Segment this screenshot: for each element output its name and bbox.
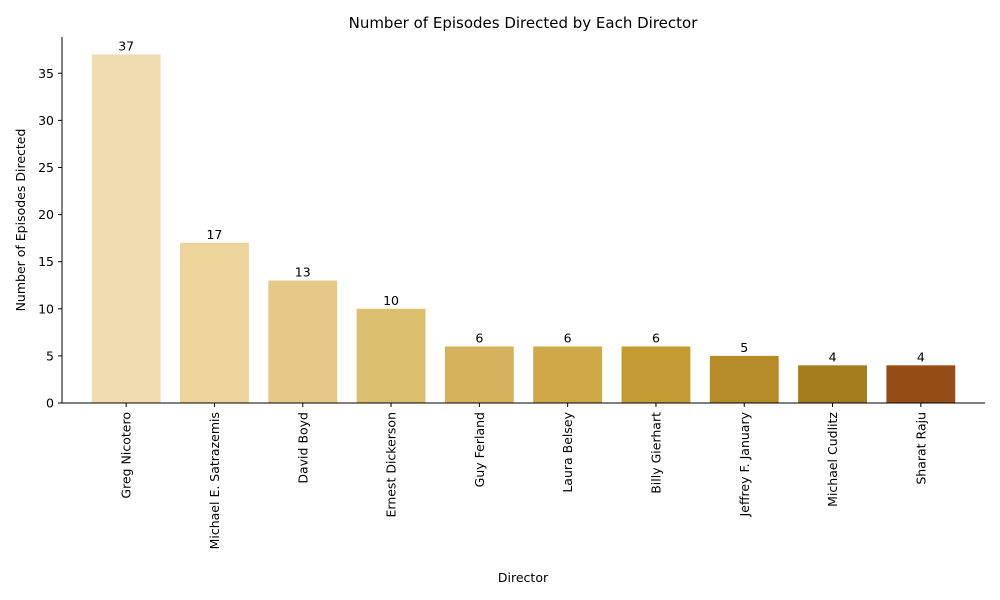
data-label: 13 (295, 265, 311, 280)
x-tick-label: David Boyd (295, 412, 310, 484)
bar (356, 308, 426, 403)
x-tick-label: Michael Cudlitz (825, 412, 840, 507)
bar (268, 280, 338, 403)
x-tick-label: Greg Nicotero (119, 412, 134, 499)
y-tick-label: 0 (46, 396, 54, 411)
y-tick-label: 5 (46, 348, 54, 363)
bar (91, 54, 161, 404)
data-label: 5 (740, 340, 748, 355)
bar (533, 346, 603, 403)
y-tick-label: 30 (38, 113, 54, 128)
y-tick-label: 25 (38, 160, 54, 175)
chart-title: Number of Episodes Directed by Each Dire… (349, 14, 699, 32)
bar (444, 346, 514, 403)
bar (180, 242, 249, 403)
x-axis-label: Director (498, 570, 549, 585)
bar (621, 346, 691, 403)
x-tick-label: Ernest Dickerson (384, 412, 399, 518)
bars-group: 37 17 13 10 6 6 6 5 4 4 (91, 38, 956, 404)
y-tick-label: 20 (38, 207, 54, 222)
bar (798, 365, 867, 403)
x-tick-label: Sharat Raju (913, 412, 928, 485)
data-label: 6 (564, 330, 572, 345)
data-label: 17 (206, 227, 222, 242)
data-label: 37 (118, 38, 134, 53)
data-label: 4 (829, 349, 837, 364)
x-tick-label: Billy Gierhart (648, 412, 663, 494)
x-axis: Greg Nicotero Michael E. Satrazemis David … (119, 403, 928, 549)
y-axis: 0 5 10 15 20 25 30 35 (38, 66, 62, 411)
data-label: 6 (475, 330, 483, 345)
x-tick-label: Michael E. Satrazemis (207, 412, 222, 549)
data-label: 4 (917, 349, 925, 364)
bar (709, 355, 779, 403)
data-label: 6 (652, 330, 660, 345)
y-tick-label: 15 (38, 254, 54, 269)
y-tick-label: 10 (38, 301, 54, 316)
bar (886, 365, 956, 403)
x-tick-label: Guy Ferland (472, 412, 487, 487)
x-tick-label: Jeffrey F. January (737, 411, 752, 517)
y-tick-label: 35 (38, 66, 54, 81)
x-tick-label: Laura Belsey (560, 411, 575, 492)
y-axis-label: Number of Episodes Directed (13, 129, 28, 312)
data-label: 10 (383, 293, 399, 308)
